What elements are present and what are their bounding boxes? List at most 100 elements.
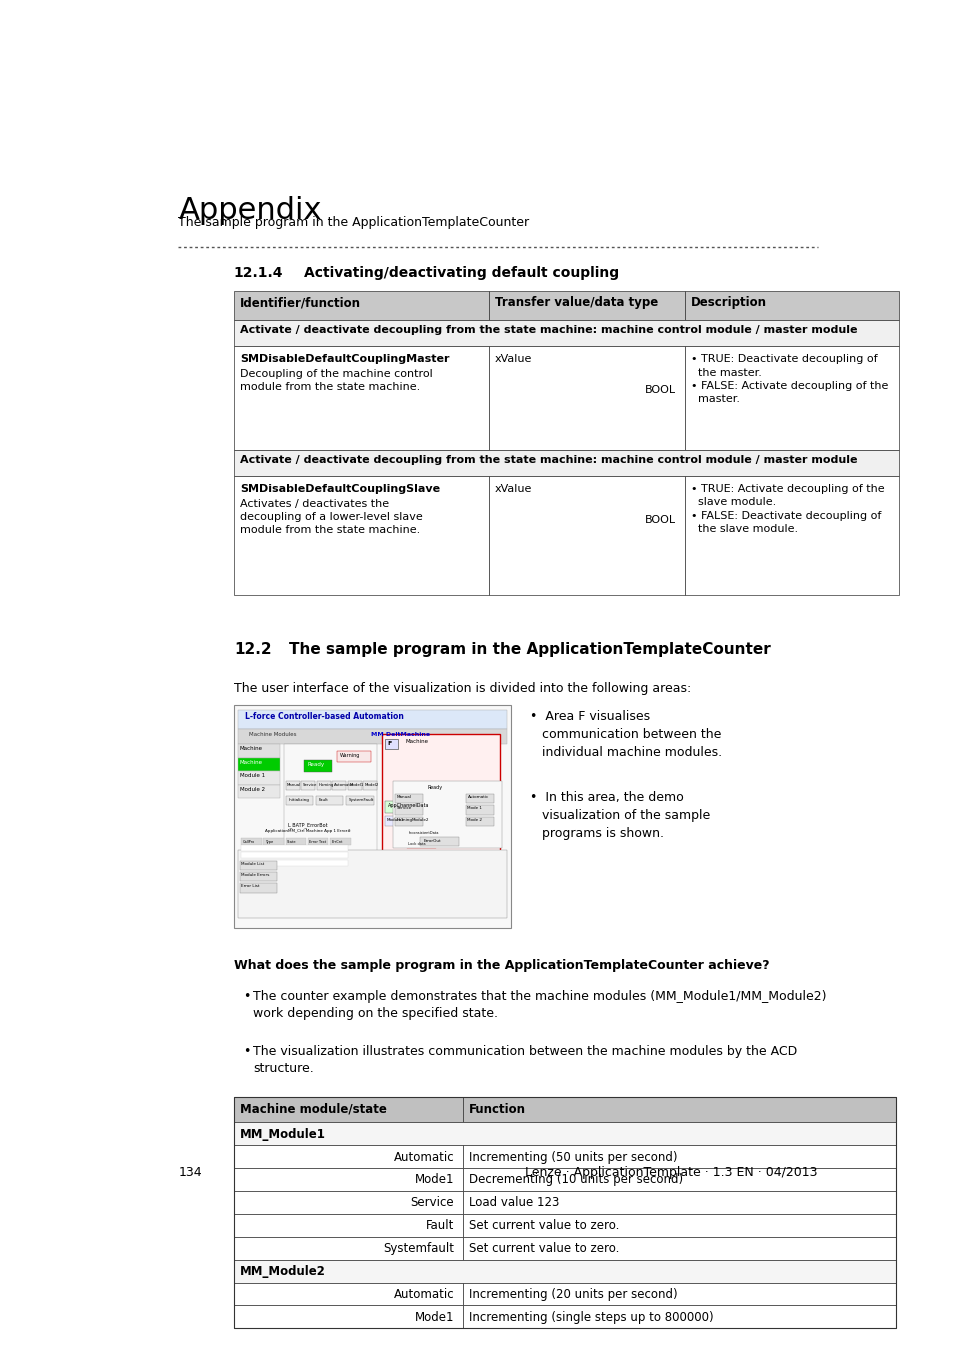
Text: Automatic: Automatic (334, 783, 354, 787)
Text: Activate / deactivate decoupling from the state machine: machine control module : Activate / deactivate decoupling from th… (239, 455, 857, 466)
Text: Fault: Fault (425, 1219, 454, 1233)
Text: Homing: Homing (317, 783, 334, 787)
Bar (239, 883, 276, 892)
Text: Module1: Module1 (386, 818, 403, 822)
Text: Service: Service (302, 783, 316, 787)
Bar (285, 780, 299, 790)
Text: Initializing: Initializing (288, 798, 309, 802)
Bar (241, 860, 348, 865)
Bar (381, 734, 499, 859)
Text: •  Area F visualises
   communication between the
   individual machine modules.: • Area F visualises communication betwee… (529, 710, 721, 759)
Bar (462, 1145, 895, 1168)
Bar (395, 794, 423, 803)
Bar (304, 760, 332, 772)
Text: BOOL: BOOL (644, 516, 676, 525)
Text: Mode 2: Mode 2 (467, 818, 482, 822)
Text: Description: Description (690, 296, 766, 309)
Text: Mode 1: Mode 1 (467, 806, 482, 810)
Text: The user interface of the visualization is divided into the following areas:: The user interface of the visualization … (233, 682, 690, 695)
Text: Machine: Machine (405, 738, 428, 744)
Bar (406, 840, 436, 848)
Bar (488, 346, 684, 450)
Text: Activating/deactivating default coupling: Activating/deactivating default coupling (304, 266, 618, 279)
Bar (233, 290, 488, 320)
Bar (237, 729, 507, 744)
Text: The sample program in the ApplicationTemplateCounter: The sample program in the ApplicationTem… (178, 216, 529, 230)
Bar (488, 477, 684, 595)
Bar (465, 806, 494, 815)
Bar (684, 346, 899, 450)
Text: F: F (387, 741, 391, 747)
Bar (301, 780, 314, 790)
Bar (465, 794, 494, 803)
Bar (285, 837, 306, 845)
Bar (462, 1096, 895, 1122)
Text: Type: Type (265, 840, 273, 844)
Text: 12.1.4: 12.1.4 (233, 266, 283, 279)
Text: SMDisableDefaultCouplingSlave: SMDisableDefaultCouplingSlave (239, 485, 439, 494)
Bar (419, 837, 458, 846)
Bar (233, 1305, 462, 1328)
Text: ApplicationMM_Ctrl Machine App 1 Error#: ApplicationMM_Ctrl Machine App 1 Error# (265, 829, 351, 833)
Bar (233, 1191, 462, 1214)
Bar (233, 1122, 895, 1145)
Bar (347, 780, 361, 790)
Bar (384, 815, 406, 826)
Text: Decrementing (10 units per second): Decrementing (10 units per second) (469, 1173, 682, 1187)
Text: Model2: Model2 (364, 783, 378, 787)
Bar (363, 780, 376, 790)
Bar (385, 802, 433, 813)
Text: CallPrx: CallPrx (242, 840, 254, 844)
Bar (684, 477, 899, 595)
Bar (346, 796, 374, 806)
Bar (263, 837, 284, 845)
Bar (308, 837, 328, 845)
Bar (237, 757, 280, 771)
Text: ErrorOut: ErrorOut (423, 838, 440, 842)
Bar (233, 1145, 462, 1168)
Bar (406, 829, 436, 837)
Text: Error List: Error List (241, 884, 259, 888)
Bar (684, 290, 899, 320)
Bar (237, 784, 280, 798)
Text: Load value 123: Load value 123 (469, 1196, 558, 1210)
Text: ErrCnt: ErrCnt (331, 840, 342, 844)
Text: Automatic: Automatic (394, 1150, 454, 1164)
Bar (330, 837, 351, 845)
Text: •: • (242, 1045, 250, 1057)
Text: Homing: Homing (396, 818, 412, 822)
Text: Identifier/function: Identifier/function (239, 296, 360, 309)
Text: Automatic: Automatic (467, 795, 488, 799)
Bar (237, 710, 507, 729)
Bar (465, 817, 494, 826)
Text: xValue: xValue (495, 485, 532, 494)
Bar (233, 1096, 462, 1122)
Text: Set current value to zero.: Set current value to zero. (469, 1242, 618, 1256)
Text: The sample program in the ApplicationTemplateCounter: The sample program in the ApplicationTem… (289, 643, 770, 657)
Text: Machine: Machine (239, 747, 262, 751)
Text: L_BATP_ErrorBot: L_BATP_ErrorBot (287, 822, 328, 828)
Bar (393, 780, 501, 848)
Bar (233, 1282, 462, 1305)
Text: 134: 134 (178, 1165, 202, 1179)
Text: Incrementing (20 units per second): Incrementing (20 units per second) (469, 1288, 677, 1301)
Text: Machine Modules: Machine Modules (249, 732, 295, 737)
Text: Incrementing (50 units per second): Incrementing (50 units per second) (469, 1150, 677, 1164)
Text: MM_Module2: MM_Module2 (239, 1265, 325, 1278)
Text: MM DeltMachine: MM DeltMachine (370, 732, 429, 737)
Bar (233, 1214, 462, 1237)
Text: Module Errors: Module Errors (241, 873, 270, 878)
Bar (233, 346, 488, 450)
Text: Module2: Module2 (411, 818, 428, 822)
Bar (237, 771, 280, 784)
Bar (384, 738, 397, 749)
Text: Function: Function (469, 1103, 525, 1115)
Text: • TRUE: Deactivate decoupling of
  the master.
• FALSE: Activate decoupling of t: • TRUE: Deactivate decoupling of the mas… (690, 354, 887, 404)
Text: Fault: Fault (318, 798, 329, 802)
Text: Mode1: Mode1 (415, 1173, 454, 1187)
Bar (241, 852, 348, 859)
Text: Mode1: Mode1 (415, 1311, 454, 1323)
Text: InconsistentData: InconsistentData (408, 832, 438, 836)
Bar (233, 477, 488, 595)
Text: Incrementing (single steps up to 800000): Incrementing (single steps up to 800000) (469, 1311, 713, 1323)
